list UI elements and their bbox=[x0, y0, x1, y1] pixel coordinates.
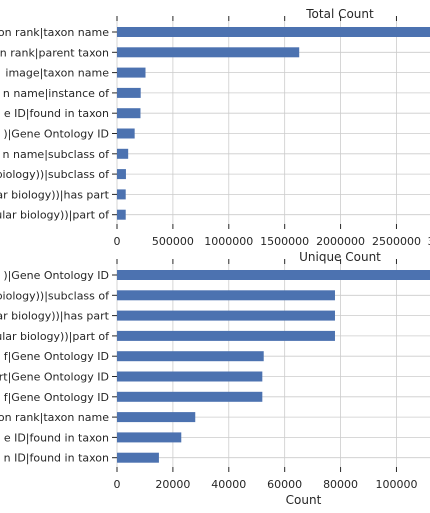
bar bbox=[117, 67, 146, 78]
bar bbox=[117, 412, 196, 423]
bar bbox=[117, 351, 264, 362]
category-label: rt|Gene Ontology ID bbox=[0, 371, 109, 384]
category-label: ar biology))|has part bbox=[0, 188, 110, 201]
chart-title: Total Count bbox=[305, 7, 374, 21]
category-label: e ID|found in taxon bbox=[4, 107, 109, 120]
bar bbox=[117, 108, 141, 119]
bar bbox=[117, 432, 182, 443]
bar bbox=[117, 270, 430, 280]
x-tick-label: 1000000 bbox=[204, 235, 253, 248]
category-label: on rank|taxon name bbox=[0, 411, 109, 424]
category-label: n name|subclass of bbox=[3, 148, 111, 161]
category-label: biology))|subclass of bbox=[0, 289, 110, 302]
category-label: n name|instance of bbox=[3, 87, 110, 100]
bar bbox=[117, 148, 129, 159]
bar bbox=[117, 290, 335, 301]
x-tick-label: 3 bbox=[428, 235, 430, 248]
category-label: n rank|parent taxon bbox=[0, 46, 109, 59]
x-tick-label: 40000 bbox=[211, 478, 246, 491]
category-label: f|Gene Ontology ID bbox=[4, 391, 109, 404]
bar bbox=[117, 128, 135, 139]
bar bbox=[117, 391, 263, 402]
bar bbox=[117, 371, 263, 382]
x-tick-label: 20000 bbox=[155, 478, 190, 491]
bar bbox=[117, 47, 300, 58]
x-tick-label: 0 bbox=[114, 235, 121, 248]
category-label: ar biology))|has part bbox=[0, 310, 110, 323]
x-tick-label: 80000 bbox=[323, 478, 358, 491]
bar bbox=[117, 330, 335, 341]
category-label: image|taxon name bbox=[5, 67, 109, 80]
unique-count-chart: )|Gene Ontology ID biology))|subclass of a… bbox=[0, 250, 430, 507]
category-label: f|Gene Ontology ID bbox=[4, 350, 109, 363]
bar bbox=[117, 209, 126, 220]
x-tick-label: 0 bbox=[114, 478, 121, 491]
x-axis-label: Count bbox=[286, 493, 322, 507]
category-label: biology))|subclass of bbox=[0, 168, 110, 181]
bar bbox=[117, 310, 335, 321]
category-label: ular biology))|part of bbox=[0, 209, 110, 222]
bar bbox=[117, 169, 126, 180]
category-label: on rank|taxon name bbox=[0, 26, 109, 39]
x-tick-label: 500000 bbox=[152, 235, 194, 248]
chart-title: Unique Count bbox=[299, 250, 381, 264]
x-tick-label: 1500000 bbox=[260, 235, 309, 248]
bar bbox=[117, 452, 159, 463]
category-label: ular biology))|part of bbox=[0, 330, 110, 343]
x-tick-label: 100000 bbox=[375, 478, 417, 491]
total-count-chart: on rank|taxon name n rank|parent taxon im… bbox=[0, 7, 430, 248]
bar bbox=[117, 189, 126, 200]
x-tick-label: 60000 bbox=[267, 478, 302, 491]
bar bbox=[117, 27, 430, 37]
category-label: )|Gene Ontology ID bbox=[3, 128, 109, 141]
x-tick-label: 2000000 bbox=[316, 235, 365, 248]
category-label: n ID|found in taxon bbox=[4, 452, 109, 465]
x-tick-label: 2500000 bbox=[372, 235, 421, 248]
category-label: e ID|found in taxon bbox=[4, 431, 109, 444]
bar bbox=[117, 87, 141, 98]
category-label: )|Gene Ontology ID bbox=[3, 269, 109, 282]
